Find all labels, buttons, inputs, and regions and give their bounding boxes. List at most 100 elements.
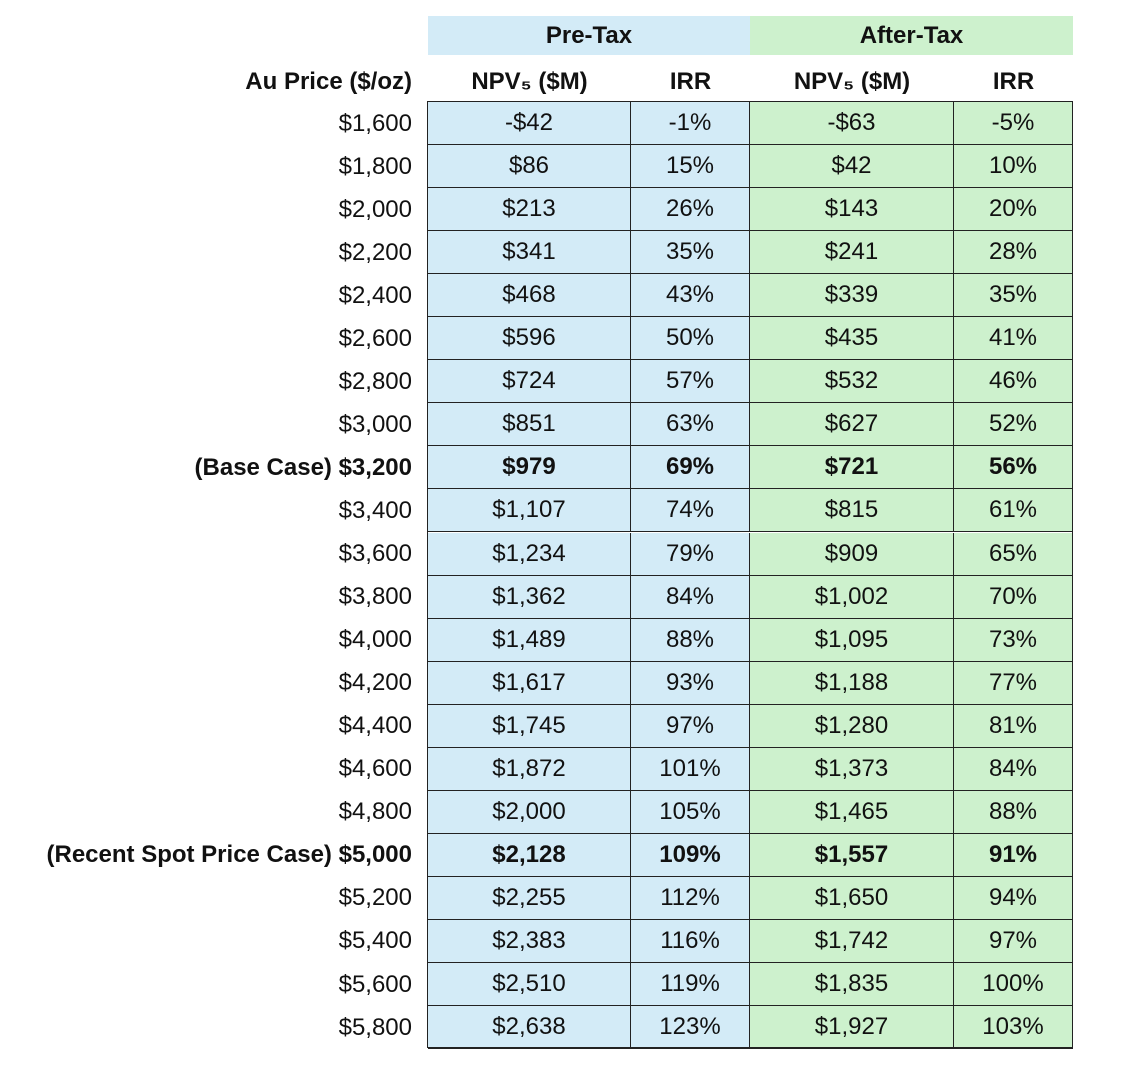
table-cell: $532 <box>750 360 954 404</box>
table-cell: 41% <box>954 317 1073 361</box>
table-cell: $1,188 <box>750 661 954 705</box>
price-cell: $2,000 <box>338 195 412 223</box>
table-cell: $241 <box>750 231 954 275</box>
table-cell: 77% <box>954 661 1073 705</box>
table-cell: 81% <box>954 704 1073 748</box>
table-cell: $468 <box>428 274 631 318</box>
price-cell: $2,800 <box>338 367 412 395</box>
price-cell: $5,400 <box>338 927 412 955</box>
price-cell: $4,800 <box>338 798 412 826</box>
table-cell: 69% <box>631 446 750 490</box>
group-header: Pre-Tax <box>428 16 750 55</box>
price-cell: $3,800 <box>338 583 412 611</box>
table-cell: 84% <box>631 575 750 619</box>
table-cell: $1,489 <box>428 618 631 662</box>
table-cell: 101% <box>631 747 750 791</box>
table-cell: $1,280 <box>750 704 954 748</box>
table-cell: $341 <box>428 231 631 275</box>
table-cell: 91% <box>954 833 1073 877</box>
price-cell: (Recent Spot Price Case) $5,000 <box>46 841 413 869</box>
column-header: IRR <box>992 68 1035 95</box>
table-cell: 100% <box>954 963 1073 1007</box>
table-cell: 26% <box>631 188 750 232</box>
table-cell: 20% <box>954 188 1073 232</box>
table-cell: $1,650 <box>750 876 954 920</box>
table-cell: $86 <box>428 145 631 189</box>
table-cell: $2,255 <box>428 876 631 920</box>
table-cell: $435 <box>750 317 954 361</box>
table-cell: $1,835 <box>750 963 954 1007</box>
group-header: After-Tax <box>750 16 1073 55</box>
price-cell: $2,200 <box>338 238 412 266</box>
table-cell: $213 <box>428 188 631 232</box>
price-cell: $4,000 <box>338 626 412 654</box>
table-cell: $1,557 <box>750 833 954 877</box>
table-cell: -1% <box>631 102 750 146</box>
table-cell: $2,000 <box>428 790 631 834</box>
table-cell: $627 <box>750 403 954 447</box>
column-header: IRR <box>669 68 712 95</box>
price-cell: $3,000 <box>338 410 412 438</box>
price-cell: $4,200 <box>338 669 412 697</box>
table-cell: 74% <box>631 489 750 533</box>
table-cell: $851 <box>428 403 631 447</box>
table-cell: 35% <box>954 274 1073 318</box>
table-cell: $1,107 <box>428 489 631 533</box>
table-cell: $2,510 <box>428 963 631 1007</box>
table-cell: 10% <box>954 145 1073 189</box>
table-cell: 97% <box>954 919 1073 963</box>
table-cell: $42 <box>750 145 954 189</box>
table-cell: 73% <box>954 618 1073 662</box>
table-cell: 123% <box>631 1006 750 1050</box>
table-cell: $1,234 <box>428 532 631 576</box>
table-cell: $1,742 <box>750 919 954 963</box>
table-cell: -$63 <box>750 102 954 146</box>
column-header: Au Price ($/oz) <box>245 68 412 95</box>
price-cell: $2,600 <box>338 324 412 352</box>
table-cell: 112% <box>631 876 750 920</box>
table-cell: 43% <box>631 274 750 318</box>
table-cell: -5% <box>954 102 1073 146</box>
table-cell: 35% <box>631 231 750 275</box>
table-cell: $815 <box>750 489 954 533</box>
price-cell: (Base Case) $3,200 <box>194 453 412 481</box>
table-cell: $721 <box>750 446 954 490</box>
table-cell: 119% <box>631 963 750 1007</box>
table-cell: 56% <box>954 446 1073 490</box>
price-cell: $5,600 <box>338 970 412 998</box>
price-cell: $5,200 <box>338 884 412 912</box>
table-cell: 94% <box>954 876 1073 920</box>
price-cell: $4,400 <box>338 712 412 740</box>
table-cell: $1,872 <box>428 747 631 791</box>
table-cell: 79% <box>631 532 750 576</box>
table-cell: $339 <box>750 274 954 318</box>
table-cell: $909 <box>750 532 954 576</box>
table-cell: $724 <box>428 360 631 404</box>
price-cell: $5,800 <box>338 1013 412 1041</box>
table-cell: $979 <box>428 446 631 490</box>
table-cell: $1,362 <box>428 575 631 619</box>
table-cell: $596 <box>428 317 631 361</box>
table-cell: $1,373 <box>750 747 954 791</box>
table-cell: 65% <box>954 532 1073 576</box>
price-cell: $3,400 <box>338 496 412 524</box>
table-cell: $1,745 <box>428 704 631 748</box>
table-cell: 88% <box>954 790 1073 834</box>
column-header: NPV₅ ($M) <box>471 68 588 95</box>
table-cell: $1,095 <box>750 618 954 662</box>
table-cell: $1,927 <box>750 1006 954 1050</box>
price-cell: $3,600 <box>338 540 412 568</box>
price-cell: $2,400 <box>338 281 412 309</box>
table-cell: 63% <box>631 403 750 447</box>
price-cell: $1,800 <box>338 152 412 180</box>
table-cell: $1,617 <box>428 661 631 705</box>
column-header: NPV₅ ($M) <box>793 68 911 95</box>
table-cell: 103% <box>954 1006 1073 1050</box>
price-cell: $1,600 <box>338 109 412 137</box>
table-cell: 52% <box>954 403 1073 447</box>
price-cell: $4,600 <box>338 755 412 783</box>
table-cell: 116% <box>631 919 750 963</box>
table-cell: $2,128 <box>428 833 631 877</box>
table-cell: $1,465 <box>750 790 954 834</box>
